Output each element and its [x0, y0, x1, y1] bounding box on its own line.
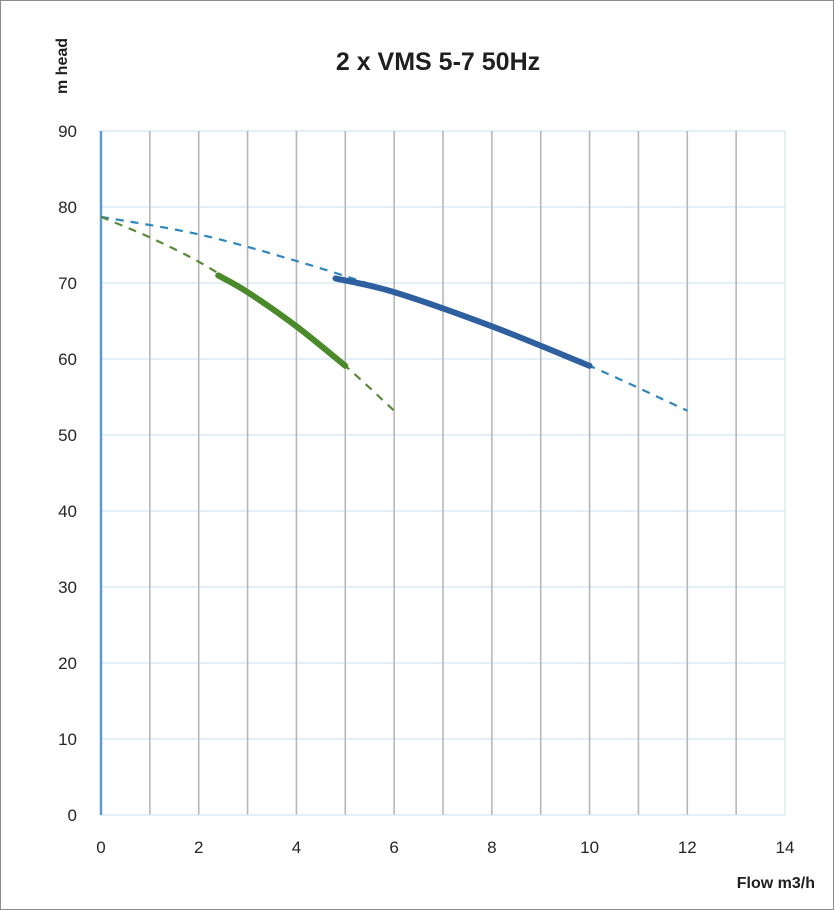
y-axis-label: m head	[54, 38, 71, 94]
tick-labels: 0 10 20 30 40 50 60 70 80 90 0 2 4 6 8 10 12 14	[58, 122, 794, 857]
chart-title: 2 x VMS 5-7 50Hz	[336, 48, 540, 76]
x-tick-label: 14	[776, 838, 795, 857]
y-tick-label: 0	[68, 806, 77, 825]
grid	[99, 130, 786, 816]
x-tick-label: 8	[487, 838, 496, 857]
y-tick-label: 50	[58, 426, 77, 445]
operating-curve-1	[332, 275, 593, 369]
y-tick-label: 90	[58, 122, 77, 141]
x-axis-label: Flow m3/h	[737, 875, 815, 892]
y-tick-label: 10	[58, 730, 77, 749]
series-layer	[100, 215, 688, 412]
x-tick-label: 4	[292, 838, 301, 857]
operating-curve-3	[215, 272, 349, 369]
y-tick-label: 30	[58, 578, 77, 597]
x-tick-label: 0	[96, 838, 105, 857]
x-tick-label: 10	[580, 838, 599, 857]
y-tick-label: 20	[58, 654, 77, 673]
x-tick-label: 12	[678, 838, 697, 857]
y-tick-label: 40	[58, 502, 77, 521]
x-tick-label: 2	[194, 838, 203, 857]
y-tick-label: 70	[58, 274, 77, 293]
x-tick-label: 6	[389, 838, 398, 857]
y-tick-label: 80	[58, 198, 77, 217]
y-tick-label: 60	[58, 350, 77, 369]
